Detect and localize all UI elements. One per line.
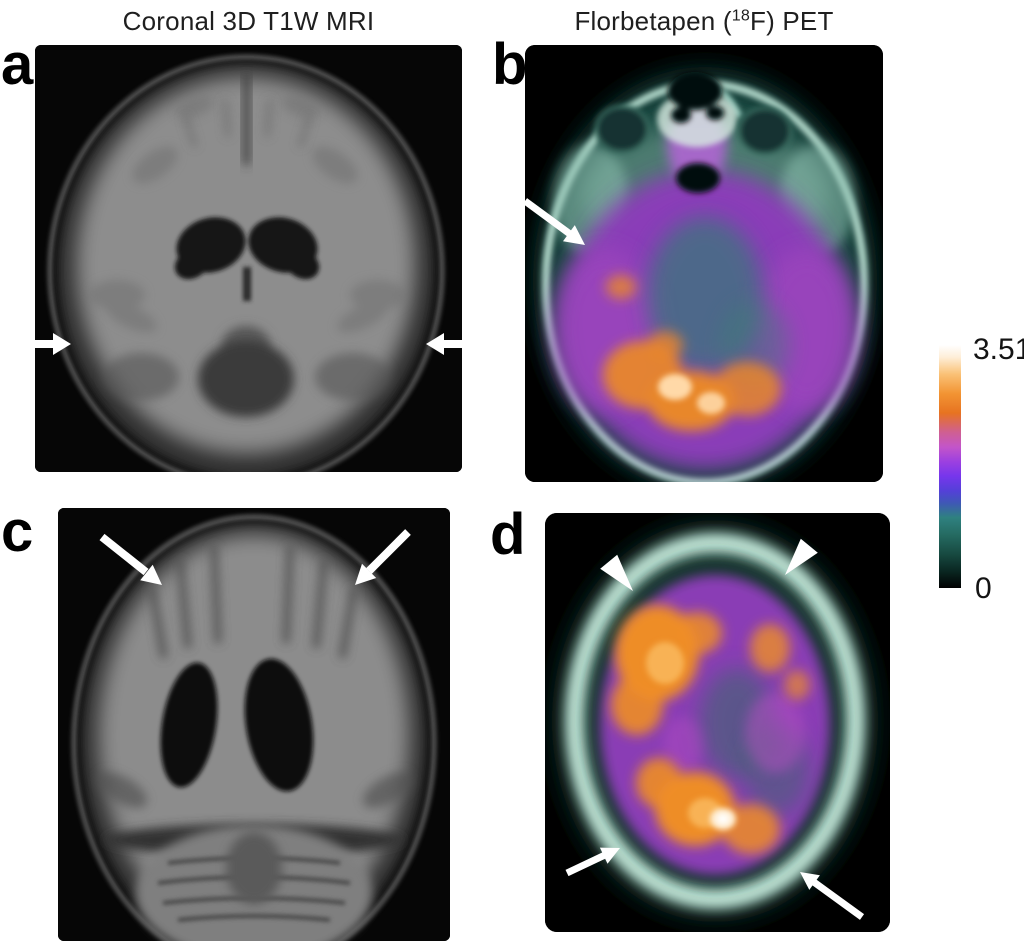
arrow-icon <box>426 333 462 355</box>
arrowhead-icon <box>600 554 633 591</box>
mri-enlarged-ventricles <box>160 658 314 792</box>
panel-label-b: b <box>492 32 528 97</box>
pet-title-post: F) PET <box>750 6 834 36</box>
pet-orbits <box>594 104 793 156</box>
panel-d-pet-image <box>545 513 890 932</box>
pet-title-isotope-superscript: 18 <box>731 6 751 25</box>
arrow-icon <box>525 198 585 245</box>
arrow-icon <box>355 529 411 585</box>
mri-gyral-texture <box>89 96 406 333</box>
panel-b-pet-image <box>525 45 883 482</box>
arrow-icon <box>99 533 162 585</box>
pet-title-pre: Florbetapen ( <box>574 6 732 36</box>
panel-c-mri-image <box>58 508 450 941</box>
pet-sinus-cavities <box>668 72 724 193</box>
colorbar-max-label: 3.51 <box>973 333 1024 366</box>
mri-sulci-lines <box>183 98 312 148</box>
panel-a-mri-image <box>35 45 462 472</box>
arrowhead-icon <box>785 538 818 575</box>
pet-hotspots <box>611 605 810 854</box>
mri-widened-sulci <box>148 545 358 659</box>
arrow-icon <box>565 847 620 877</box>
panel-label-a: a <box>1 32 34 97</box>
pet-colorbar <box>939 345 961 588</box>
mri-coronal-illustration-c <box>58 508 450 941</box>
pet-axial-illustration-b <box>525 45 883 482</box>
pet-axial-illustration-d <box>545 513 890 932</box>
arrow-icon <box>35 333 71 355</box>
panel-label-d: d <box>490 502 526 567</box>
pet-column-title: Florbetapen (18F) PET <box>525 6 883 37</box>
mri-column-title: Coronal 3D T1W MRI <box>122 6 375 36</box>
colorbar-min-label: 0 <box>975 572 992 605</box>
mri-coronal-illustration-a <box>35 45 462 472</box>
panel-label-c: c <box>1 499 34 564</box>
mri-lateral-ventricles <box>174 217 320 280</box>
arrow-icon <box>800 872 865 920</box>
